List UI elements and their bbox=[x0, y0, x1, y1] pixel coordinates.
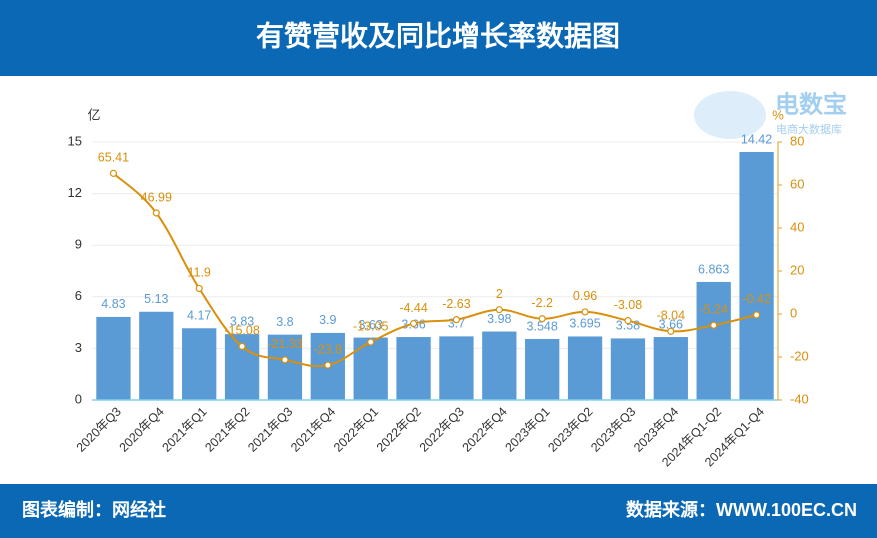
y2-tick-label: -40 bbox=[790, 391, 809, 406]
y-tick-label: 6 bbox=[75, 288, 82, 303]
y2-axis-label: % bbox=[772, 107, 784, 122]
bar bbox=[482, 331, 517, 400]
line-point bbox=[152, 209, 160, 217]
logo-cloud bbox=[694, 91, 766, 139]
bar-value-label: 4.17 bbox=[187, 309, 211, 323]
bar bbox=[96, 316, 131, 400]
line-value-label: 2 bbox=[496, 287, 503, 301]
line-point bbox=[195, 284, 203, 293]
line-value-label: 46.99 bbox=[141, 190, 172, 204]
y-tick-label: 12 bbox=[68, 185, 82, 200]
line-point bbox=[281, 356, 289, 364]
y-tick-label: 15 bbox=[68, 133, 82, 148]
bar bbox=[525, 338, 560, 400]
line-point bbox=[495, 306, 503, 314]
line-point bbox=[624, 317, 632, 325]
line-value-label: -5.24 bbox=[699, 303, 728, 317]
bar-value-label: 3.66 bbox=[659, 317, 683, 331]
footer-bar bbox=[0, 484, 877, 538]
bar-value-label: 3.9 bbox=[319, 313, 336, 327]
bar bbox=[353, 337, 388, 400]
y2-tick-label: 60 bbox=[790, 176, 804, 191]
chart-title: 有赞营收及同比增长率数据图 bbox=[256, 19, 620, 51]
line-value-label: -21.33 bbox=[267, 337, 302, 351]
y2-tick-label: 80 bbox=[790, 133, 804, 148]
bar bbox=[567, 336, 603, 400]
line-value-label: -2.2 bbox=[531, 296, 553, 310]
bar-value-label: 4.83 bbox=[101, 297, 125, 311]
bar-value-label: 6.863 bbox=[698, 262, 729, 276]
y2-tick-label: -20 bbox=[790, 348, 809, 363]
line-point bbox=[109, 169, 118, 177]
footer-right: 数据来源：WWW.100EC.CN bbox=[626, 499, 857, 520]
line-value-label: 0.96 bbox=[573, 289, 597, 303]
bar-value-label: 3.548 bbox=[527, 319, 558, 333]
bar bbox=[267, 334, 303, 400]
line-value-label: 11.9 bbox=[187, 266, 210, 280]
bar bbox=[439, 336, 474, 400]
bar bbox=[653, 337, 688, 400]
line-point bbox=[409, 319, 418, 328]
y-tick-label: 9 bbox=[75, 237, 82, 252]
watermark-subtitle: 电商大数据库 bbox=[776, 122, 842, 136]
bar bbox=[182, 328, 217, 400]
y2-tick-label: 0 bbox=[790, 305, 797, 320]
bar bbox=[139, 311, 174, 400]
line-point bbox=[324, 361, 332, 369]
line-value-label: -8.04 bbox=[657, 309, 686, 323]
line-point bbox=[238, 342, 246, 351]
footer-left: 图表编制：网经社 bbox=[22, 499, 166, 520]
line-point bbox=[710, 321, 718, 329]
line-point bbox=[581, 308, 589, 316]
line-point bbox=[538, 315, 546, 323]
line-value-label: -13.05 bbox=[353, 319, 388, 333]
bar bbox=[696, 281, 731, 400]
bar-value-label: 3.63 bbox=[359, 318, 383, 332]
line-value-label: 65.41 bbox=[98, 151, 129, 165]
bar bbox=[610, 338, 646, 400]
line-value-label: -0.42 bbox=[742, 292, 771, 306]
header-bar bbox=[0, 0, 877, 76]
watermark-title: 电数宝 bbox=[775, 90, 847, 118]
y-tick-label: 0 bbox=[75, 391, 82, 406]
line-point bbox=[367, 338, 375, 346]
line-value-label: -15.08 bbox=[224, 324, 259, 338]
bar-value-label: 14.42 bbox=[741, 132, 772, 146]
line-value-label: -23.8 bbox=[314, 342, 343, 356]
y2-tick-label: 40 bbox=[790, 219, 804, 234]
line-point bbox=[752, 311, 761, 319]
line-value-label: -4.44 bbox=[399, 301, 428, 315]
y2-tick-label: 20 bbox=[790, 262, 804, 277]
line-point bbox=[667, 327, 675, 335]
line-value-label: -2.63 bbox=[442, 297, 471, 311]
bar-value-label: 3.83 bbox=[230, 314, 254, 328]
line-point bbox=[452, 316, 461, 324]
bar-value-label: 5.13 bbox=[144, 292, 168, 306]
line bbox=[112, 172, 757, 368]
bar-value-label: 3.695 bbox=[569, 317, 600, 331]
bar-value-label: 3.8 bbox=[276, 315, 293, 329]
line-value-label: -3.08 bbox=[614, 298, 643, 312]
y-tick-label: 3 bbox=[75, 340, 82, 355]
bar-value-label: 3.98 bbox=[487, 312, 511, 326]
bar bbox=[396, 337, 431, 400]
y-axis-label: 亿 bbox=[87, 107, 100, 122]
bar bbox=[739, 151, 774, 400]
